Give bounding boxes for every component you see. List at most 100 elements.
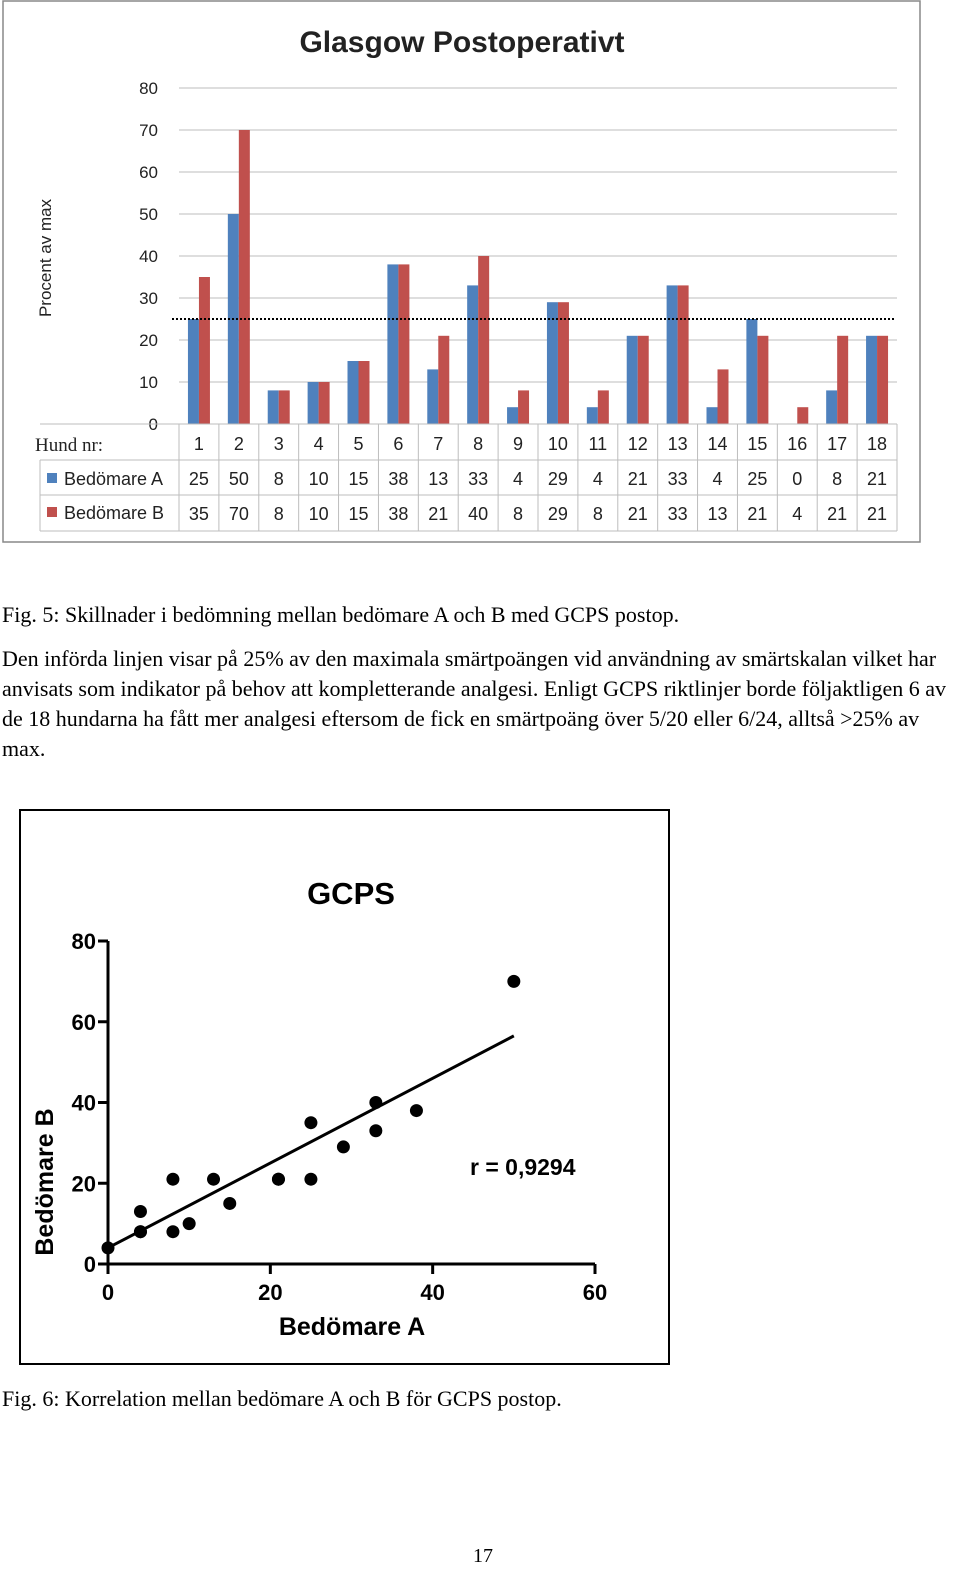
table-value-b: 21 [428, 504, 448, 524]
legend-row-b: Bedömare B [47, 503, 164, 523]
category-label: 4 [314, 434, 324, 454]
table-value-a: 15 [348, 469, 368, 489]
bar-a-10 [546, 302, 558, 424]
bar-a-3 [267, 390, 279, 424]
scatter-point [409, 1104, 423, 1118]
scatter-point [336, 1140, 350, 1154]
category-label: 16 [787, 434, 807, 454]
bar-a-18 [866, 335, 878, 424]
category-label: 7 [433, 434, 443, 454]
table-value-b: 8 [274, 504, 284, 524]
scatter-point [207, 1172, 221, 1186]
table-value-b: 13 [707, 504, 727, 524]
category-label: 8 [473, 434, 483, 454]
legend-row-a: Bedömare A [47, 469, 163, 489]
scatter-point [166, 1172, 180, 1186]
bar-b-13 [677, 285, 689, 424]
bar-b-1 [198, 277, 210, 424]
y-tick-label: 60 [72, 1010, 96, 1035]
table-value-a: 10 [309, 469, 329, 489]
bar-b-12 [637, 335, 649, 424]
y-tick-label: 80 [72, 929, 96, 954]
table-value-a: 4 [712, 469, 722, 489]
table-value-a: 33 [668, 469, 688, 489]
scatter-point [166, 1225, 180, 1239]
y-tick-label: 10 [139, 373, 158, 392]
bar-a-1 [187, 319, 199, 424]
bar-b-15 [757, 335, 769, 424]
scatter-title: GCPS [307, 876, 395, 911]
body-paragraph: Den införda linjen visar på 25% av den m… [2, 646, 946, 761]
table-value-b: 8 [593, 504, 603, 524]
legend-label-b: Bedömare B [64, 503, 164, 523]
table-value-a: 13 [428, 469, 448, 489]
y-tick-label: 80 [139, 79, 158, 98]
table-value-a: 21 [628, 469, 648, 489]
chart-title: Glasgow Postoperativt [299, 26, 624, 59]
table-value-b: 21 [747, 504, 767, 524]
y-tick-label: 40 [139, 247, 158, 266]
table-value-a: 25 [189, 469, 209, 489]
bar-a-6 [387, 264, 399, 424]
bar-b-4 [318, 382, 330, 424]
legend-swatch-b [47, 507, 57, 517]
table-value-b: 21 [827, 504, 847, 524]
bar-b-14 [717, 369, 729, 424]
bar-a-17 [826, 390, 838, 424]
scatter-point [369, 1124, 383, 1138]
y-tick-label: 50 [139, 205, 158, 224]
category-label: 6 [393, 434, 403, 454]
bar-b-9 [518, 390, 530, 424]
correlation-annotation: r = 0,9294 [470, 1154, 576, 1180]
bar-b-2 [238, 130, 250, 424]
x-tick-label: 40 [420, 1280, 444, 1305]
table-value-a: 8 [274, 469, 284, 489]
table-value-a: 21 [867, 469, 887, 489]
scatter-point [133, 1205, 147, 1219]
chart-frame [2, 0, 921, 543]
bar-b-16 [797, 407, 809, 424]
table-value-b: 15 [348, 504, 368, 524]
category-label: 9 [513, 434, 523, 454]
scatter-point [304, 1116, 318, 1130]
legend-swatch-a [47, 473, 57, 483]
x-tick-label: 20 [258, 1280, 282, 1305]
y-tick-label: 60 [139, 163, 158, 182]
regression-line [107, 1034, 515, 1250]
y-tick-label: 20 [72, 1171, 96, 1196]
data-table: 1253525070388410105151563838713218334094… [39, 423, 898, 532]
bar-chart: Glasgow Postoperativt Procent av max 0 10… [2, 0, 921, 543]
y-axis-label: Procent av max [36, 198, 55, 317]
y-tick-label: 0 [84, 1252, 96, 1277]
table-value-b: 70 [229, 504, 249, 524]
category-label: 17 [827, 434, 847, 454]
table-value-b: 29 [548, 504, 568, 524]
category-label: 10 [548, 434, 568, 454]
scatter-point [271, 1172, 285, 1186]
bar-a-12 [626, 335, 638, 424]
bar-b-5 [358, 361, 370, 424]
scatter-frame [19, 809, 670, 1365]
table-value-b: 8 [513, 504, 523, 524]
bar-b-18 [877, 335, 889, 424]
figure-5-caption: Fig. 5: Skillnader i bedömning mellan be… [2, 602, 680, 627]
category-label: 15 [747, 434, 767, 454]
table-value-b: 38 [388, 504, 408, 524]
y-tick-label: 70 [139, 121, 158, 140]
table-value-b: 35 [189, 504, 209, 524]
category-label: 1 [194, 434, 204, 454]
scatter-point [133, 1225, 147, 1239]
table-row-header: Hund nr: [35, 435, 103, 456]
table-value-a: 25 [747, 469, 767, 489]
table-value-a: 50 [229, 469, 249, 489]
table-value-a: 33 [468, 469, 488, 489]
bar-b-7 [438, 335, 450, 424]
bar-b-10 [557, 302, 569, 424]
bar-b-17 [837, 335, 849, 424]
scatter-point [369, 1096, 383, 1109]
bar-b-6 [398, 264, 410, 424]
category-label: 11 [588, 434, 607, 454]
scatter-points [101, 974, 521, 1255]
bar-a-8 [467, 285, 479, 424]
category-label: 5 [353, 434, 363, 454]
